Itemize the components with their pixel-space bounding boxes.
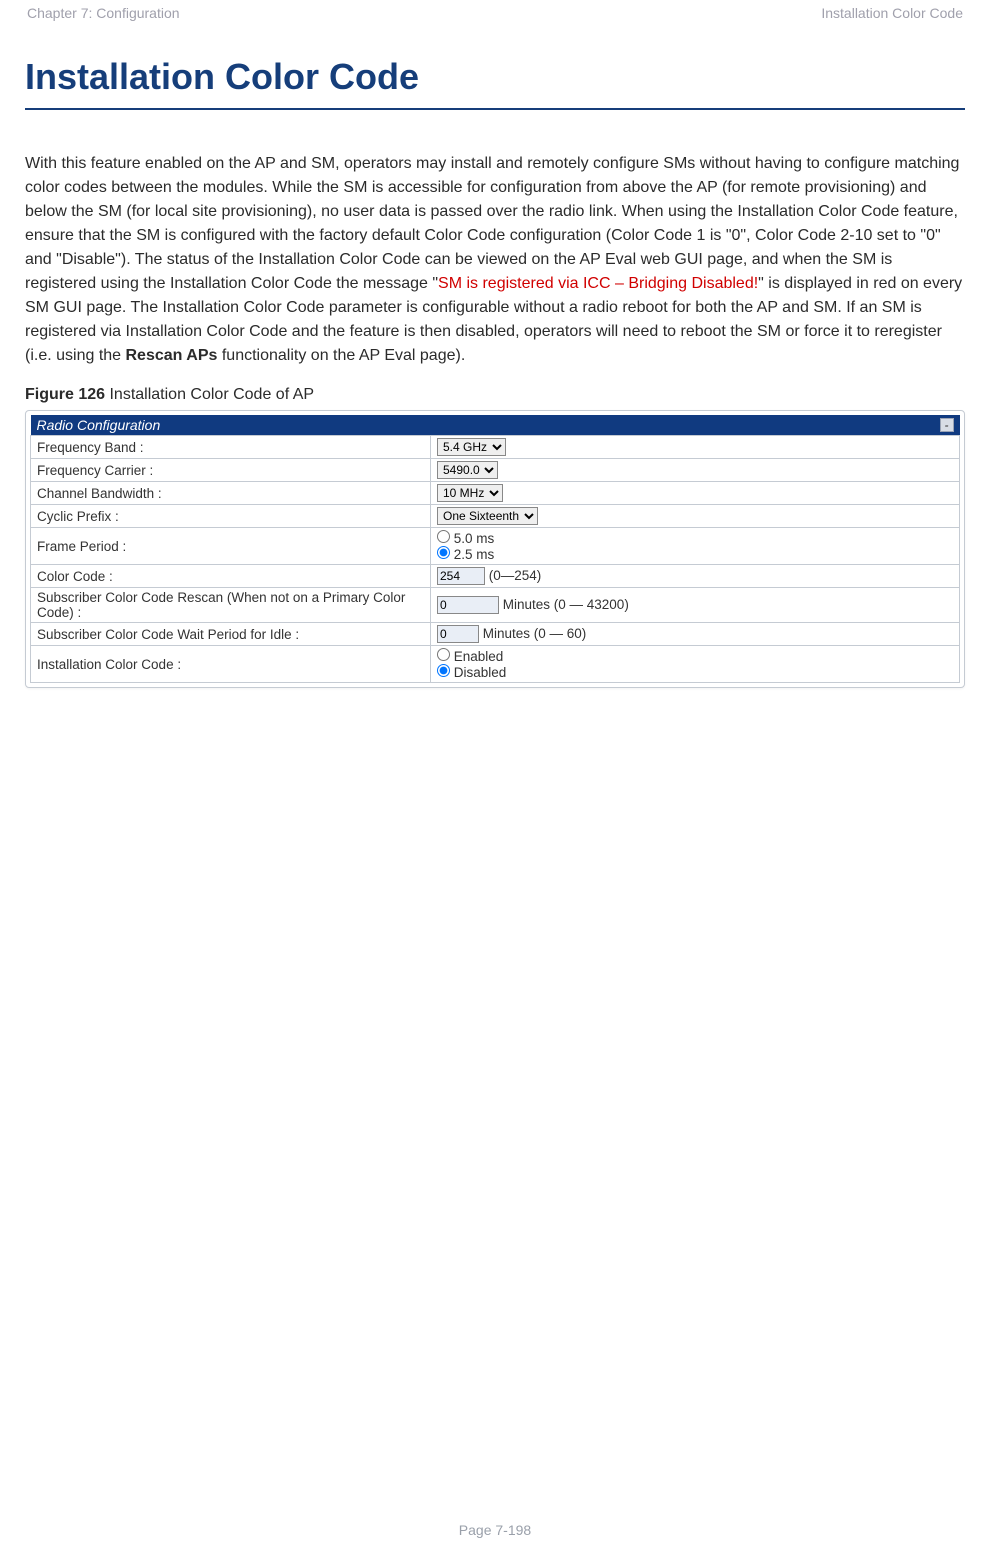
text-input[interactable] xyxy=(437,567,485,585)
select-input[interactable]: 10 MHz xyxy=(437,484,503,502)
radio-config-table: Radio Configuration - Frequency Band : 5.… xyxy=(30,415,960,683)
input-suffix: Minutes (0 — 43200) xyxy=(499,597,629,612)
body-text-red: SM is registered via ICC – Bridging Disa… xyxy=(438,275,758,292)
radio-label: 2.5 ms xyxy=(450,547,494,562)
figure-caption-text: Installation Color Code of AP xyxy=(105,386,314,403)
table-row: Frequency Band : 5.4 GHz xyxy=(31,436,960,459)
radio-config-panel: Radio Configuration - Frequency Band : 5.… xyxy=(25,410,965,688)
radio-input[interactable] xyxy=(437,664,450,677)
radio-label: Enabled xyxy=(450,649,503,664)
figure-label: Figure 126 xyxy=(25,386,105,403)
row-value: Enabled Disabled xyxy=(431,646,960,683)
page-footer: Page 7-198 xyxy=(0,1522,990,1538)
figure-caption: Figure 126 Installation Color Code of AP xyxy=(25,386,965,404)
row-label: Installation Color Code : xyxy=(31,646,431,683)
table-row: Subscriber Color Code Wait Period for Id… xyxy=(31,623,960,646)
row-label: Channel Bandwidth : xyxy=(31,482,431,505)
row-label: Frame Period : xyxy=(31,528,431,565)
body-text-bold: Rescan APs xyxy=(126,347,218,364)
radio-input[interactable] xyxy=(437,546,450,559)
row-value: 5.0 ms 2.5 ms xyxy=(431,528,960,565)
panel-header: Radio Configuration - xyxy=(31,415,960,436)
input-suffix: Minutes (0 — 60) xyxy=(479,626,586,641)
page-title: Installation Color Code xyxy=(25,56,965,98)
body-paragraph: With this feature enabled on the AP and … xyxy=(25,152,965,368)
header-right: Installation Color Code xyxy=(821,5,963,21)
row-label: Cyclic Prefix : xyxy=(31,505,431,528)
collapse-icon[interactable]: - xyxy=(940,418,954,432)
row-label: Subscriber Color Code Rescan (When not o… xyxy=(31,588,431,623)
table-row: Channel Bandwidth : 10 MHz xyxy=(31,482,960,505)
row-value: Minutes (0 — 43200) xyxy=(431,588,960,623)
row-value: 5490.0 xyxy=(431,459,960,482)
table-row: Color Code : (0—254) xyxy=(31,565,960,588)
table-row: Frame Period : 5.0 ms 2.5 ms xyxy=(31,528,960,565)
row-label: Color Code : xyxy=(31,565,431,588)
radio-label: 5.0 ms xyxy=(450,531,494,546)
header-left: Chapter 7: Configuration xyxy=(27,5,180,21)
text-input[interactable] xyxy=(437,596,499,614)
select-input[interactable]: 5490.0 xyxy=(437,461,498,479)
body-text-a: With this feature enabled on the AP and … xyxy=(25,155,959,292)
table-row: Installation Color Code : Enabled Disabl… xyxy=(31,646,960,683)
table-row: Subscriber Color Code Rescan (When not o… xyxy=(31,588,960,623)
table-row: Frequency Carrier : 5490.0 xyxy=(31,459,960,482)
title-underline xyxy=(25,108,965,110)
row-value: Minutes (0 — 60) xyxy=(431,623,960,646)
page-header: Chapter 7: Configuration Installation Co… xyxy=(25,5,965,21)
row-value: (0—254) xyxy=(431,565,960,588)
radio-input[interactable] xyxy=(437,648,450,661)
radio-input[interactable] xyxy=(437,530,450,543)
panel-title: Radio Configuration xyxy=(37,417,161,433)
row-value: 10 MHz xyxy=(431,482,960,505)
row-value: One Sixteenth xyxy=(431,505,960,528)
table-row: Cyclic Prefix : One Sixteenth xyxy=(31,505,960,528)
select-input[interactable]: 5.4 GHz xyxy=(437,438,506,456)
input-suffix: (0—254) xyxy=(485,568,541,583)
row-label: Frequency Band : xyxy=(31,436,431,459)
row-label: Frequency Carrier : xyxy=(31,459,431,482)
radio-label: Disabled xyxy=(450,665,506,680)
select-input[interactable]: One Sixteenth xyxy=(437,507,538,525)
row-value: 5.4 GHz xyxy=(431,436,960,459)
text-input[interactable] xyxy=(437,625,479,643)
body-text-c: functionality on the AP Eval page). xyxy=(217,347,465,364)
row-label: Subscriber Color Code Wait Period for Id… xyxy=(31,623,431,646)
